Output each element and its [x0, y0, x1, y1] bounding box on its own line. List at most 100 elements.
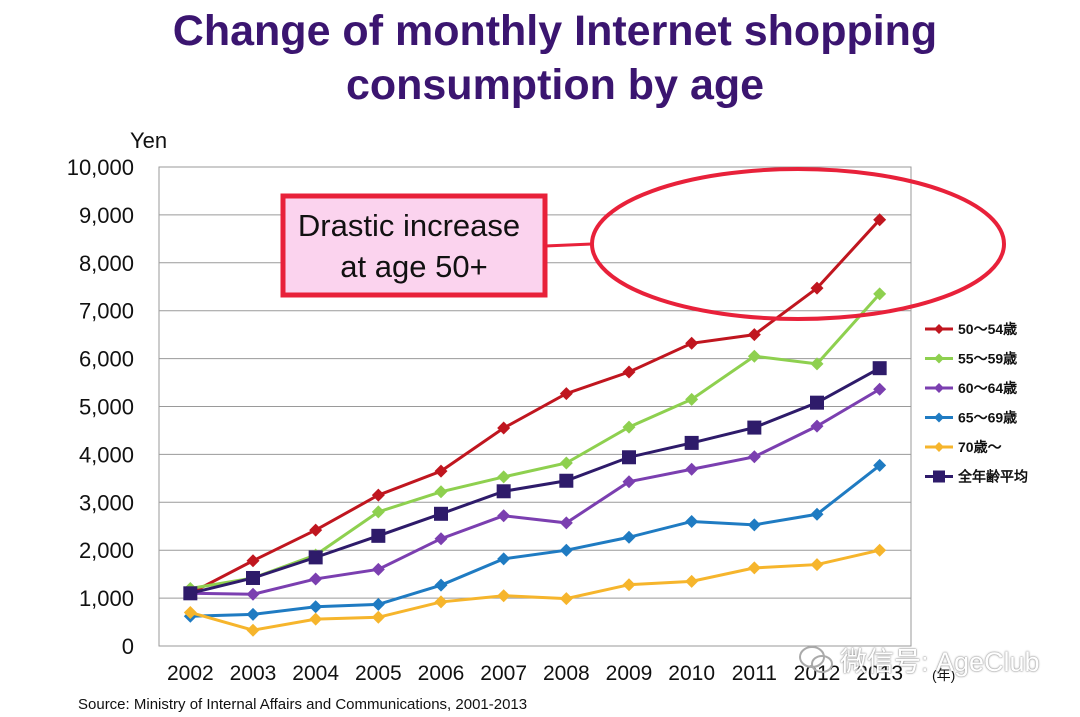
series-4 [183, 543, 887, 637]
data-point [246, 607, 260, 621]
data-point [246, 570, 260, 585]
x-tick-label: 2008 [543, 662, 590, 685]
chart-title: Change of monthly Internet shopping cons… [0, 4, 1080, 112]
y-tick-label: 6,000 [79, 347, 134, 372]
legend-label: 65～69歳 [958, 410, 1017, 426]
series-1 [183, 287, 887, 596]
data-point [622, 365, 636, 379]
data-point [559, 592, 573, 606]
data-point [810, 395, 824, 410]
data-point [622, 420, 636, 434]
data-point [559, 387, 573, 401]
data-point [873, 543, 887, 557]
data-point [497, 552, 511, 566]
data-point [308, 550, 323, 565]
source-note: Source: Ministry of Internal Affairs and… [78, 696, 528, 713]
highlight-ellipse [590, 167, 1006, 321]
watermark-text: 微信号: AgeClub [840, 647, 1040, 677]
data-point [685, 336, 699, 350]
data-point [434, 595, 448, 609]
data-point [434, 532, 448, 546]
legend-label: 60～64歳 [958, 380, 1017, 396]
x-tick-label: 2005 [355, 662, 402, 685]
legend-label: 70歳～ [958, 439, 1002, 455]
legend-label: 50～54歳 [958, 321, 1017, 337]
data-point [497, 421, 511, 435]
legend-marker [934, 412, 944, 423]
data-point [559, 456, 573, 470]
data-point [622, 475, 636, 489]
data-point [873, 458, 887, 472]
data-point [622, 578, 636, 592]
data-point [497, 589, 511, 603]
callout-line-2: at age 50+ [340, 249, 487, 284]
y-tick-label: 4,000 [79, 442, 134, 467]
callout-line-1: Drastic increase [298, 208, 520, 243]
y-tick-label: 9,000 [79, 203, 134, 228]
data-point [622, 450, 636, 465]
y-tick-label: 10,000 [67, 155, 134, 180]
data-point [309, 572, 323, 586]
series-line [190, 292, 881, 590]
y-axis: 0 1,000 2,000 3,000 4,000 5,000 6,000 7,000 8,00… [67, 155, 134, 659]
x-tick-label: 2004 [292, 662, 339, 685]
legend-marker [934, 383, 944, 393]
series-group [183, 213, 887, 637]
data-point [873, 382, 887, 396]
data-point [371, 528, 386, 543]
x-tick-label: 2003 [230, 662, 277, 685]
data-point [371, 488, 385, 502]
legend-label: 全年齢平均 [957, 469, 1028, 485]
title-line-2: consumption by age [345, 61, 765, 109]
data-point [747, 561, 761, 575]
data-point [810, 558, 824, 572]
data-point [559, 516, 573, 530]
data-point [622, 530, 636, 544]
series-line [190, 464, 881, 618]
data-point [685, 392, 699, 406]
callout-connector [544, 242, 593, 248]
y-tick-label: 3,000 [79, 490, 134, 515]
data-point [371, 597, 385, 611]
legend-label: 55～59歳 [958, 351, 1017, 367]
data-point [873, 287, 887, 301]
data-point [496, 484, 511, 499]
data-point [497, 470, 511, 484]
data-point [497, 509, 511, 523]
data-point [810, 507, 824, 521]
data-point [747, 328, 761, 342]
x-tick-label: 2011 [732, 662, 777, 685]
data-point [434, 578, 448, 592]
x-tick-label: 2013 [856, 662, 903, 685]
legend-marker [933, 470, 945, 483]
x-axis: 2002 2003 2004 2005 2006 2007 2008 2009 2010 2011… [167, 662, 903, 685]
data-point [810, 281, 824, 295]
data-point [810, 357, 824, 371]
data-point [873, 213, 887, 227]
data-point [309, 612, 323, 626]
data-point [246, 554, 260, 568]
data-point [747, 518, 761, 532]
data-point [684, 435, 699, 450]
data-point [685, 574, 699, 588]
plot-area [158, 166, 912, 647]
x-tick-label: 2007 [480, 662, 527, 685]
data-point [371, 505, 385, 519]
data-point [559, 473, 574, 488]
legend-marker [934, 442, 944, 452]
x-tick-label: 2010 [668, 662, 715, 685]
x-tick-label: 2009 [606, 662, 653, 685]
data-point [872, 361, 887, 376]
data-point [246, 587, 260, 601]
data-point [810, 419, 824, 433]
y-tick-label: 8,000 [79, 251, 134, 276]
legend-marker [934, 324, 944, 334]
legend-item: 全年齢平均 [925, 469, 1028, 485]
watermark: 微信号: AgeClub [798, 640, 1040, 682]
y-tick-label: 5,000 [79, 395, 134, 420]
wechat-icon [798, 645, 834, 682]
x-tick-label: 2012 [794, 662, 841, 685]
data-point [371, 610, 385, 624]
y-tick-label: 2,000 [79, 538, 134, 563]
